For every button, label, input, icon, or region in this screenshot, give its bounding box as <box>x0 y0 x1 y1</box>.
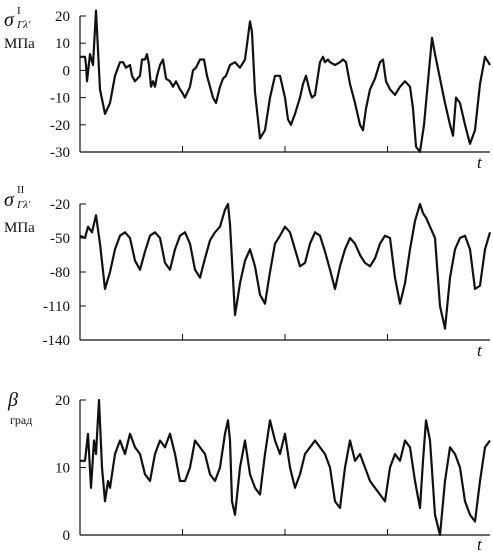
panel-2-y-tick-label-2: -80 <box>50 265 70 281</box>
panel-2-y-tick-label-1: -50 <box>50 231 70 247</box>
panel-1-ylabel-unit: МПа <box>4 36 35 52</box>
panel-1: σ I Гλ' МПа 20 10 0 -10 -20 -30 t <box>4 5 491 172</box>
panel-3-yticks: 20 10 0 <box>55 393 86 544</box>
panel-3-y-tick-label-1: 10 <box>55 461 70 477</box>
panel-1-y-tick-label-3: -10 <box>50 91 70 107</box>
panel-1-frame <box>79 16 490 153</box>
panel-1-ylabel-sup: I <box>17 5 21 17</box>
panel-2-y-tick-label-3: -110 <box>43 299 70 315</box>
panel-1-y-tick-label-5: -30 <box>50 145 70 161</box>
panel-1-ylabel: σ I Гλ' МПа <box>4 5 35 52</box>
panel-2-ylabel: σ II Гλ' МПа <box>4 184 35 236</box>
panel-1-ylabel-symbol: σ <box>4 9 15 31</box>
panel-1-y-tick-label-2: 0 <box>63 63 71 79</box>
panel-2: σ II Гλ' МПа -20 -50 -80 -110 -140 t <box>4 184 492 360</box>
panel-3: β град 20 10 0 t <box>7 389 491 554</box>
panel-2-xlabel: t <box>477 341 483 360</box>
panel-2-y-tick-label-4: -140 <box>43 333 71 349</box>
panel-2-series-line <box>79 202 492 330</box>
panel-3-y-tick-label-0: 20 <box>55 393 70 409</box>
panel-1-xlabel: t <box>477 153 483 172</box>
panel-2-frame <box>79 204 490 341</box>
panel-3-y-tick-label-2: 0 <box>63 528 71 544</box>
panel-1-series-line <box>80 9 491 154</box>
panel-3-ylabel: β град <box>7 389 32 427</box>
panel-3-series-line <box>80 398 491 537</box>
panel-3-frame <box>79 400 490 536</box>
panel-2-ylabel-unit: МПа <box>4 220 35 236</box>
panel-1-y-tick-label-0: 20 <box>55 9 70 25</box>
panel-3-ylabel-symbol: β <box>7 389 18 411</box>
panel-2-ylabel-sub: Гλ' <box>16 199 31 211</box>
panel-1-y-tick-label-4: -20 <box>50 118 70 134</box>
panel-3-xlabel: t <box>477 535 483 554</box>
panel-1-y-tick-label-1: 10 <box>55 36 70 52</box>
panel-3-ylabel-unit: град <box>10 413 32 427</box>
panel-1-ylabel-sub: Гλ' <box>16 19 31 31</box>
panel-2-y-tick-label-0: -20 <box>50 197 70 213</box>
panel-2-ylabel-sup: II <box>17 184 25 196</box>
panel-2-ylabel-symbol: σ <box>4 189 15 211</box>
